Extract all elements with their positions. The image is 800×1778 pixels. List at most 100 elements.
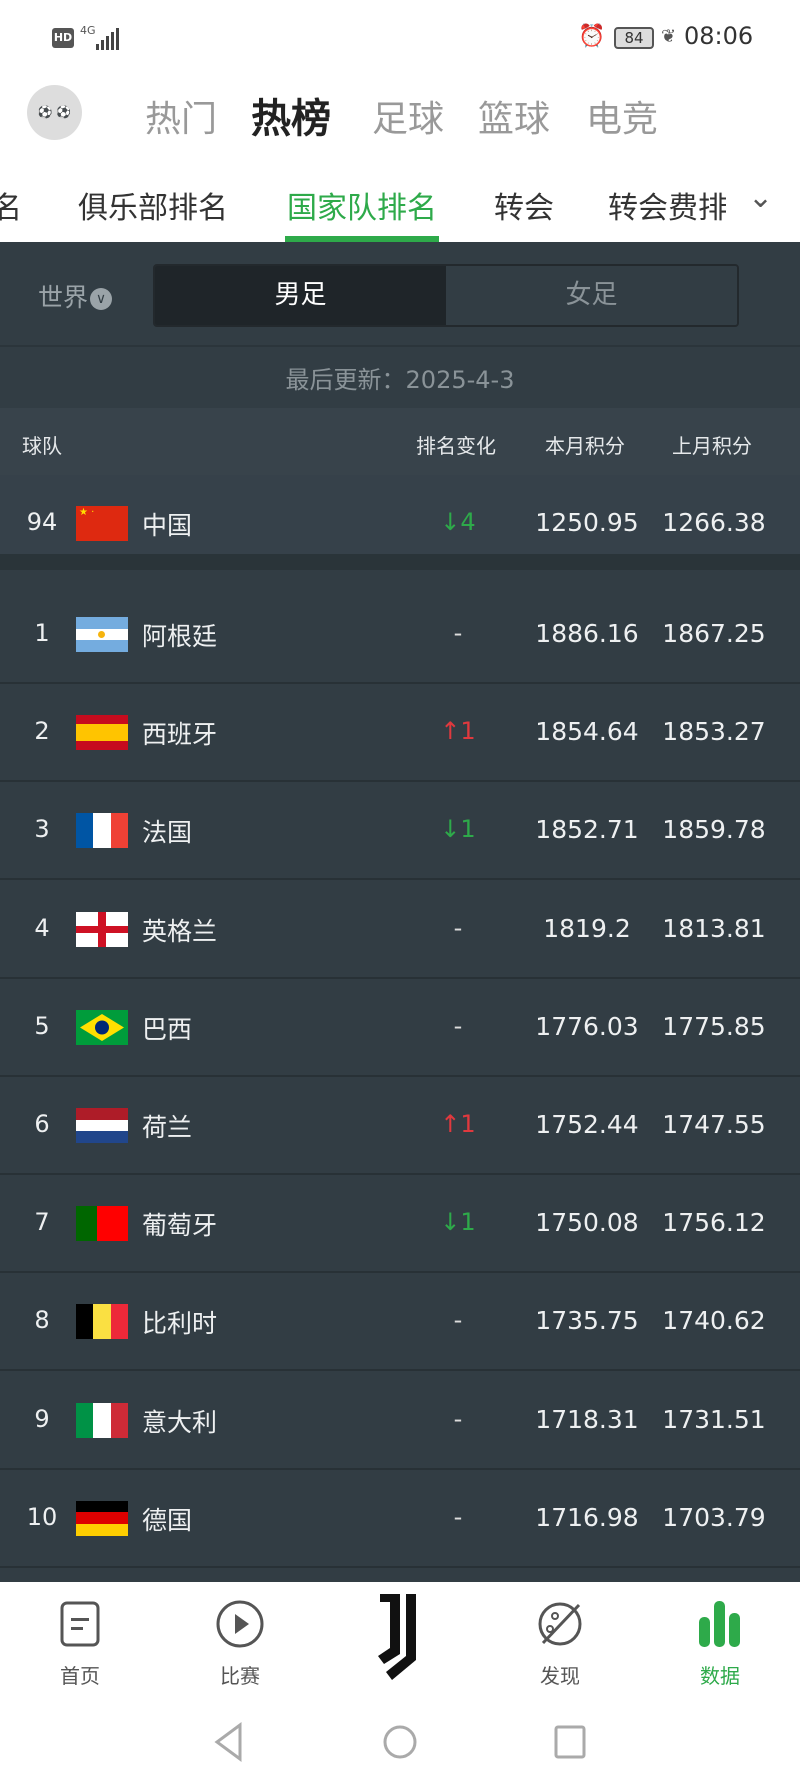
current-points: 1776.03 [535,1011,639,1041]
table-row[interactable]: 10 德国 - 1716.98 1703.79 [0,1470,800,1568]
avatar[interactable]: ⚽ ⚽ [27,85,82,140]
region-label: 世界 [38,283,89,312]
table-header: 球队 排名变化 本月积分 上月积分 [0,408,800,475]
team-name: 德国 [142,1505,193,1535]
team-name: 法国 [142,818,193,848]
current-points: 1886.16 [535,619,639,648]
rank-change: - [453,619,463,647]
team-name: 巴西 [142,1014,193,1044]
nav-juventus[interactable] [345,1592,455,1682]
back-icon[interactable] [212,1722,246,1762]
team-name: 葡萄牙 [142,1211,218,1241]
current-points: 1718.31 [535,1404,639,1434]
previous-points: 1756.12 [662,1208,766,1238]
header-current: 本月积分 [545,434,625,458]
clock-time: 08:06 [684,22,754,50]
table-row[interactable]: 6 荷兰 ↑1 1752.44 1747.55 [0,1077,800,1175]
rank-change: ↑1 [440,1110,476,1138]
flag-icon [76,617,128,652]
team-name: 比利时 [142,1309,218,1339]
battery-icon: 84 [614,27,654,49]
subtab-ranking[interactable]: 名 [0,191,22,226]
header-previous: 上月积分 [672,434,752,458]
team-name: 中国 [142,511,193,540]
table-row[interactable]: 3 法国 ↓1 1852.71 1859.78 [0,782,800,881]
play-icon [185,1594,295,1654]
team-name: 西班牙 [142,720,218,750]
previous-points: 1859.78 [662,815,766,845]
juventus-logo [345,1592,455,1682]
segment-men[interactable]: 男足 [155,266,446,325]
table-row[interactable]: 5 巴西 - 1776.03 1775.85 [0,979,800,1077]
rank: 9 [34,1404,50,1433]
tab-hot-list[interactable]: 热榜 [251,96,331,142]
team-name: 荷兰 [142,1113,193,1142]
rank: 1 [34,619,50,647]
flag-icon: ★ · [76,506,128,541]
hd-icon: HD [52,28,74,48]
tab-football[interactable]: 足球 [372,99,445,140]
bottom-nav: 首页 比赛 发现 数据 [0,1582,800,1700]
rank: 8 [34,1306,50,1335]
subtab-transfer-fee[interactable]: 转会费排 [608,191,726,226]
rank: 10 [26,1502,58,1531]
previous-points: 1853.27 [662,717,766,747]
current-points: 1819.2 [543,913,631,943]
active-tab-indicator [285,236,439,242]
network-label: 4G [80,24,96,37]
nav-discover[interactable]: 发现 [505,1594,615,1689]
subtab-national-ranking[interactable]: 国家队排名 [287,191,437,226]
table-row[interactable]: 4 英格兰 - 1819.2 1813.81 [0,881,800,979]
chevron-down-icon[interactable]: ⌄ [748,180,774,215]
table-row[interactable]: 7 葡萄牙 ↓1 1750.08 1756.12 [0,1175,800,1274]
home-icon[interactable] [382,1722,418,1762]
subtab-club-ranking[interactable]: 俱乐部排名 [78,191,228,226]
rank-change: - [453,913,463,942]
previous-points: 1703.79 [662,1502,766,1532]
subtab-transfer[interactable]: 转会 [494,191,554,226]
rank-change: - [453,1502,463,1531]
previous-points: 1740.62 [662,1306,766,1336]
current-points: 1735.75 [535,1306,639,1336]
table-row[interactable]: 9 意大利 - 1718.31 1731.51 [0,1372,800,1470]
table-row[interactable]: 2 西班牙 ↑1 1854.64 1853.27 [0,684,800,783]
team-name: 意大利 [142,1407,218,1437]
current-points: 1250.95 [535,508,639,537]
rank: 7 [34,1208,50,1237]
previous-points: 1775.85 [662,1011,766,1041]
last-updated: 最后更新：2025-4-3 [285,366,515,394]
rank-change: ↓1 [440,1208,476,1237]
flag-icon [76,1108,128,1143]
flag-icon [76,1206,128,1242]
recents-icon[interactable] [553,1724,587,1760]
tab-esports[interactable]: 电竞 [586,99,659,140]
flag-icon [76,813,128,849]
signal-icon [96,26,119,50]
status-bar: HD 4G ⏰ 84 ❦ 08:06 [0,0,800,75]
tab-basketball[interactable]: 篮球 [478,99,551,140]
rank: 2 [34,717,50,746]
rank: 5 [34,1011,50,1040]
rank: 94 [26,508,58,536]
nav-data[interactable]: 数据 [665,1594,775,1689]
table-row[interactable]: 94 ★ · 中国 ↓4 1250.95 1266.38 [0,475,800,570]
leaf-icon: ❦ [661,26,677,47]
rank-change: ↓1 [440,815,476,844]
region-dropdown[interactable]: 世界 ∨ [38,278,113,314]
table-row[interactable]: 1 阿根廷 - 1886.16 1867.25 [0,586,800,684]
nav-matches[interactable]: 比赛 [185,1594,295,1689]
nav-home[interactable]: 首页 [25,1594,135,1689]
rank: 4 [34,913,50,942]
previous-points: 1266.38 [662,508,766,537]
alarm-icon: ⏰ [578,24,606,49]
rank-change: - [453,1306,463,1335]
previous-points: 1731.51 [662,1404,766,1434]
flag-icon [76,911,128,947]
tab-hot[interactable]: 热门 [145,99,218,140]
bar-chart-icon [665,1594,775,1654]
divider [0,345,800,347]
header-team: 球队 [22,434,62,458]
team-name: 阿根廷 [142,622,218,651]
segment-women[interactable]: 女足 [446,266,737,325]
table-row[interactable]: 8 比利时 - 1735.75 1740.62 [0,1273,800,1372]
